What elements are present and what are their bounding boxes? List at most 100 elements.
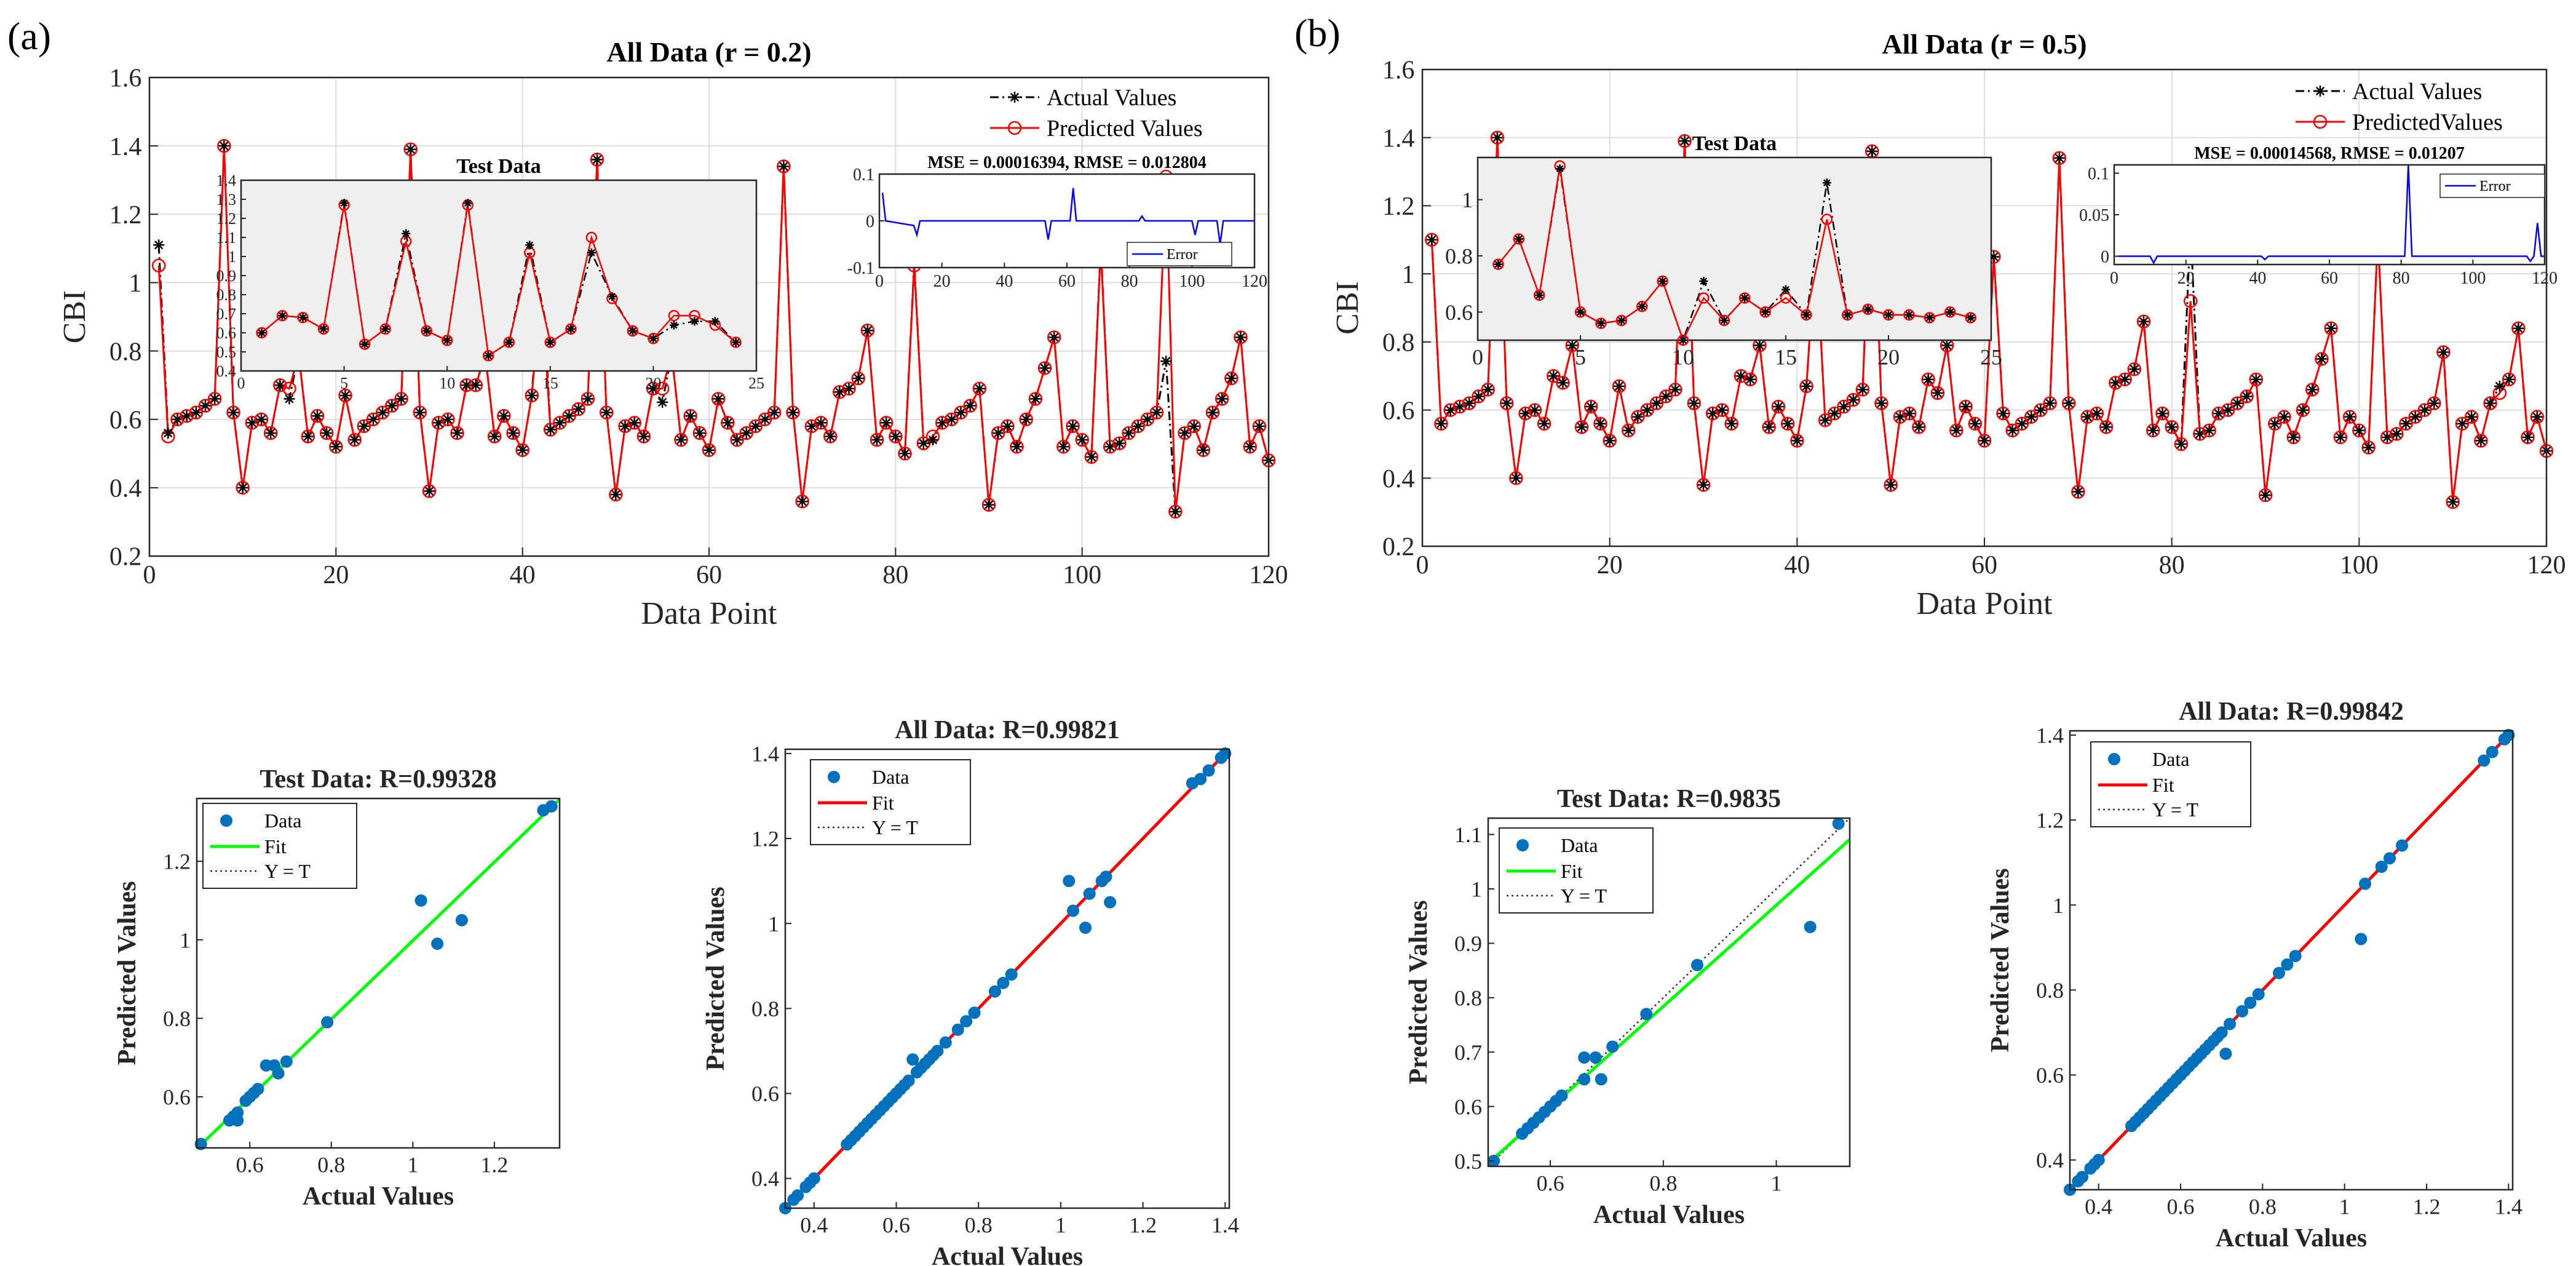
predicted-marker xyxy=(1037,361,1052,375)
actual-marker xyxy=(740,427,752,439)
actual-marker xyxy=(750,420,761,432)
predicted-marker xyxy=(692,426,707,440)
actual-marker xyxy=(2288,431,2299,443)
axes-box xyxy=(148,76,1270,557)
predicted-marker xyxy=(217,138,231,153)
actual-marker xyxy=(2391,428,2403,440)
actual-marker xyxy=(1679,135,1690,147)
predicted-marker xyxy=(553,416,567,430)
y-tick-label: 0.5 xyxy=(1454,1149,1482,1174)
x-axis-label: Actual Values xyxy=(303,1182,454,1211)
actual-marker xyxy=(2166,421,2178,433)
actual-marker xyxy=(582,393,593,405)
actual-marker xyxy=(1922,373,1934,385)
actual-marker xyxy=(1197,444,1209,456)
data-point xyxy=(2076,1171,2088,1184)
actual-marker xyxy=(1761,308,1770,317)
predicted-marker xyxy=(2521,430,2535,445)
y-tick-label: 1 xyxy=(180,928,191,952)
predicted-marker xyxy=(2427,396,2441,410)
data-point xyxy=(1606,1040,1619,1053)
y-tick-label: 1.6 xyxy=(109,65,142,93)
actual-marker xyxy=(731,434,743,446)
y-axis-label: Predicted Values xyxy=(113,881,141,1065)
actual-marker xyxy=(675,434,687,446)
predicted-marker xyxy=(276,309,288,322)
actual-marker xyxy=(2091,408,2102,420)
actual-marker xyxy=(1885,479,1896,491)
predicted-marker xyxy=(1084,450,1099,464)
x-tick-label: 1 xyxy=(1771,1171,1782,1196)
predicted-marker xyxy=(2455,416,2470,431)
actual-marker xyxy=(2157,408,2168,420)
actual-marker xyxy=(1997,408,2009,420)
predicted-marker xyxy=(1481,383,1495,397)
y-tick-label: 0.6 xyxy=(1454,1094,1482,1119)
actual-marker xyxy=(2466,411,2478,423)
data-point xyxy=(2355,933,2368,946)
actual-marker xyxy=(1435,418,1447,429)
actual-marker xyxy=(1822,178,1831,188)
inset-title: Test Data xyxy=(456,155,541,178)
actual-marker xyxy=(1699,277,1708,286)
x-tick-label: 0 xyxy=(1416,551,1429,579)
predicted-marker xyxy=(2005,423,2019,438)
x-tick-label: 0.6 xyxy=(1537,1171,1564,1196)
actual-marker xyxy=(470,380,482,391)
actual-marker xyxy=(2484,397,2496,409)
predicted-marker xyxy=(2417,403,2432,417)
predicted-marker xyxy=(2127,362,2141,376)
inset-title: MSE = 0.00016394, RMSE = 0.012804 xyxy=(927,153,1206,172)
predicted-marker xyxy=(898,447,912,461)
predicted-marker xyxy=(2043,396,2057,410)
y-axis-label: Predicted Values xyxy=(702,886,730,1070)
legend-data-marker xyxy=(220,814,232,827)
actual-marker xyxy=(507,427,519,439)
predicted-marker xyxy=(2146,423,2160,438)
x-tick-label: 1.2 xyxy=(2413,1195,2441,1219)
x-tick-label: 5 xyxy=(1575,345,1586,370)
actual-marker xyxy=(1876,397,1887,409)
y-tick-label: 1.4 xyxy=(1382,124,1415,153)
actual-marker xyxy=(1566,340,1578,351)
predicted-marker xyxy=(590,153,604,167)
actual-marker xyxy=(2269,418,2281,429)
predicted-marker xyxy=(1149,405,1164,420)
predicted-marker xyxy=(1837,399,1851,414)
actual-marker xyxy=(2382,431,2393,443)
legend-fit-label: Fit xyxy=(264,835,287,858)
predicted-marker xyxy=(1718,314,1730,327)
actual-marker xyxy=(1707,408,1719,420)
x-tick-label: 100 xyxy=(2340,551,2379,579)
predicted-marker xyxy=(581,392,595,406)
predicted-marker xyxy=(1944,306,1956,318)
actual-marker xyxy=(1235,332,1246,343)
data-point xyxy=(988,985,1001,998)
actual-marker xyxy=(2044,397,2056,409)
actual-marker xyxy=(2513,322,2524,334)
predicted-marker xyxy=(1047,330,1061,344)
y-tick-label: 1.1 xyxy=(1454,822,1482,847)
y-tick-label: 0.1 xyxy=(853,165,874,185)
predicted-marker xyxy=(1924,312,1936,324)
x-tick-label: 15 xyxy=(542,375,558,392)
y-tick-label: 1.2 xyxy=(1382,193,1415,221)
error-line xyxy=(2117,164,2545,265)
legend: Actual Values Predicted Values xyxy=(990,85,1203,141)
predicted-marker xyxy=(450,426,464,440)
actual-marker xyxy=(172,413,183,425)
actual-marker xyxy=(1207,407,1218,418)
predicted-marker xyxy=(627,416,641,430)
data-point xyxy=(1063,875,1076,888)
y-tick-label: 0.8 xyxy=(109,338,142,366)
data-point xyxy=(2375,861,2388,874)
x-tick-label: 0.6 xyxy=(236,1153,264,1177)
actual-marker xyxy=(2494,380,2505,392)
actual-marker xyxy=(395,393,407,405)
actual-marker xyxy=(2222,404,2234,416)
predicted-marker xyxy=(497,408,511,423)
actual-marker xyxy=(1114,437,1125,449)
actual-marker xyxy=(1548,370,1559,382)
predicted-marker xyxy=(1499,396,1514,410)
